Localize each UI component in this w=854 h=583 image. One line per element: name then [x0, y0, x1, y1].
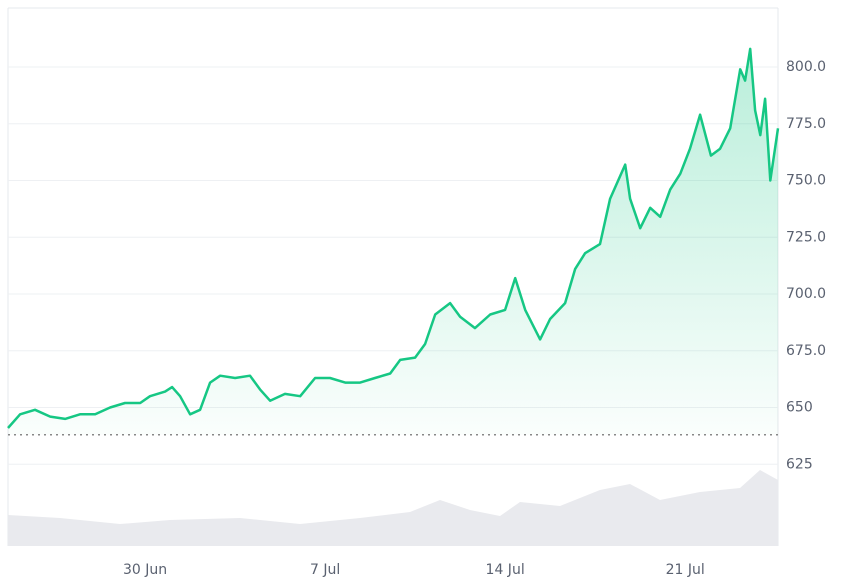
x-tick-label: 14 Jul — [486, 562, 525, 578]
volume-area — [8, 470, 778, 546]
y-tick-label: 750.0 — [786, 173, 826, 189]
x-tick-label: 21 Jul — [666, 562, 705, 578]
y-tick-label: 775.0 — [786, 116, 826, 132]
y-tick-label: 625 — [786, 456, 813, 472]
y-tick-label: 800.0 — [786, 59, 826, 75]
y-tick-label: 675.0 — [786, 343, 826, 359]
x-tick-label: 7 Jul — [310, 562, 340, 578]
y-tick-label: 725.0 — [786, 229, 826, 245]
x-tick-label: 30 Jun — [123, 562, 167, 578]
price-line — [7, 47, 780, 429]
price-area — [8, 48, 778, 435]
y-tick-label: 700.0 — [786, 286, 826, 302]
y-tick-label: 650 — [786, 400, 813, 416]
